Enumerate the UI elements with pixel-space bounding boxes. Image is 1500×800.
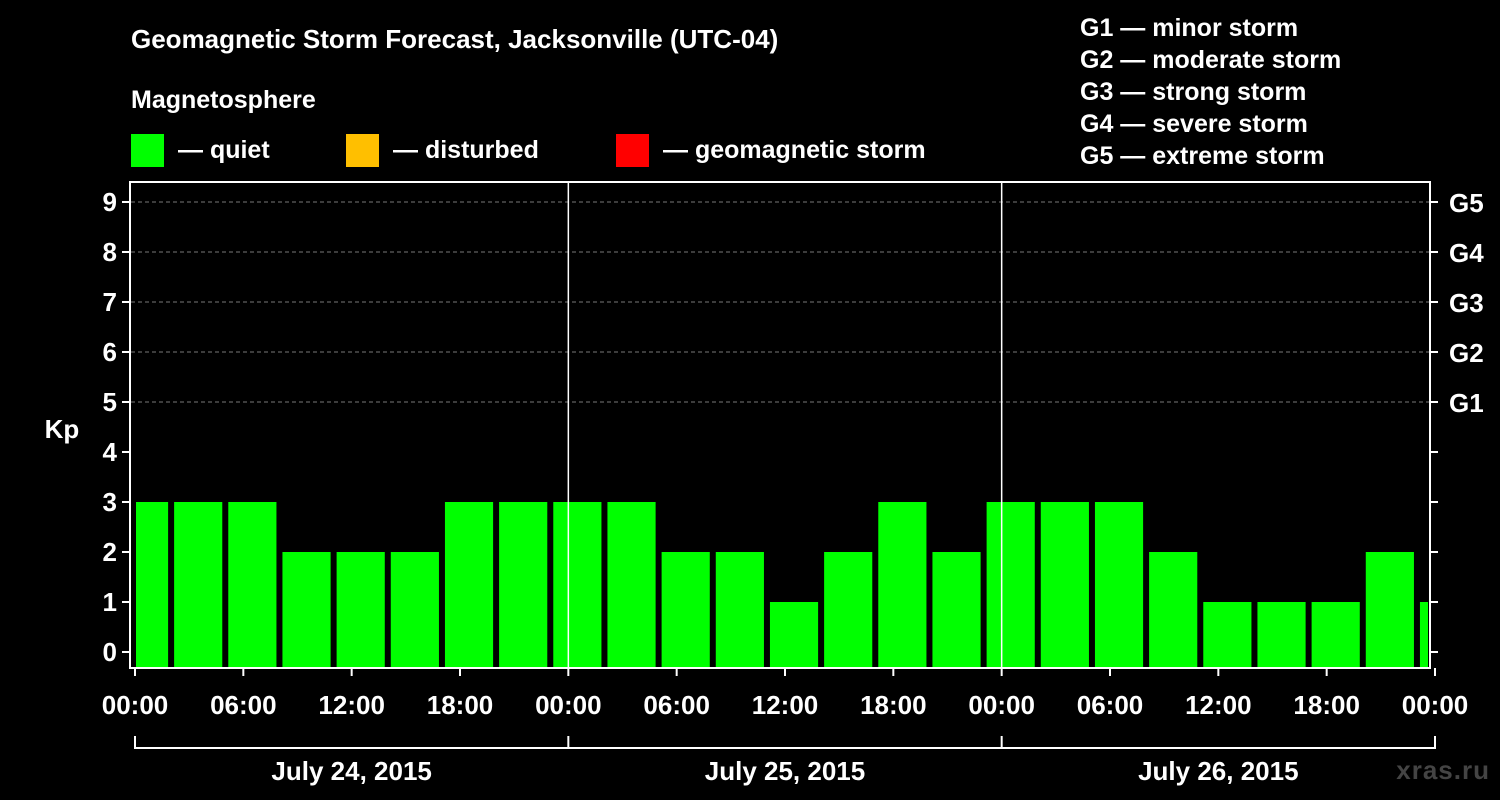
ytick-label-8: 8 (103, 237, 117, 267)
kp-bar-6 (444, 502, 494, 667)
kp-bar-21 (1257, 602, 1306, 667)
xtick-label-5: 06:00 (643, 690, 710, 720)
kp-bar-13 (824, 552, 873, 667)
xtick-label-12: 00:00 (1402, 690, 1469, 720)
site-credit: xras.ru (1396, 755, 1490, 785)
legend-quiet-swatch (131, 133, 164, 167)
kp-bar-15 (932, 552, 981, 667)
ytick-label-7: 7 (103, 287, 117, 317)
kp-bar-10 (661, 552, 710, 667)
kp-bar-7 (499, 502, 548, 667)
legend-storm-label: — geomagnetic storm (663, 135, 926, 164)
kp-bar-17 (1040, 502, 1089, 667)
storm-scale-legend: G1 — minor storm G2 — moderate storm G3 … (1080, 12, 1341, 172)
storm-scale-g1: G1 — minor storm (1080, 14, 1299, 42)
kp-bar-24 (1419, 602, 1428, 667)
ytick-label-4: 4 (103, 437, 118, 467)
legend-disturbed-swatch (346, 133, 379, 167)
right-tick-label-g2: G2 (1449, 338, 1484, 368)
legend-storm: — geomagnetic storm (616, 133, 926, 167)
kp-bar-5 (390, 552, 439, 667)
y-axis-label: Kp (45, 414, 80, 444)
kp-bar-1 (174, 502, 223, 667)
kp-bar-20 (1203, 602, 1252, 667)
kp-bar-0 (136, 502, 169, 667)
ytick-label-9: 9 (103, 187, 117, 217)
ytick-label-5: 5 (103, 387, 117, 417)
kp-bar-14 (878, 502, 927, 667)
kp-bar-8 (553, 502, 602, 667)
storm-scale-g2: G2 — moderate storm (1080, 46, 1342, 74)
kp-bar-22 (1311, 602, 1360, 667)
kp-bar-12 (769, 602, 819, 667)
kp-bar-19 (1149, 552, 1198, 667)
kp-bar-4 (336, 552, 385, 667)
day-label-0: July 24, 2015 (271, 756, 431, 786)
right-tick-label-g5: G5 (1449, 188, 1484, 218)
right-tick-label-g4: G4 (1449, 238, 1484, 268)
ytick-label-6: 6 (103, 337, 117, 367)
xtick-label-11: 18:00 (1293, 690, 1360, 720)
right-tick-label-g1: G1 (1449, 388, 1484, 418)
kp-bar-3 (282, 552, 331, 667)
kp-bar-2 (228, 502, 277, 667)
xtick-label-8: 00:00 (968, 690, 1035, 720)
legend-quiet: — quiet (131, 133, 270, 167)
storm-scale-g4: G4 — severe storm (1080, 110, 1308, 138)
chart-subtitle: Magnetosphere (131, 86, 316, 114)
plot-frame (129, 181, 1431, 669)
xtick-label-7: 18:00 (860, 690, 927, 720)
xtick-label-2: 12:00 (318, 690, 385, 720)
ytick-label-0: 0 (103, 637, 117, 667)
kp-bar-18 (1094, 502, 1144, 667)
xtick-label-9: 06:00 (1077, 690, 1144, 720)
storm-scale-g5: G5 — extreme storm (1080, 142, 1325, 170)
kp-bar-11 (715, 552, 764, 667)
legend-storm-swatch (616, 133, 649, 167)
legend-disturbed: — disturbed (346, 133, 539, 167)
ytick-label-3: 3 (103, 487, 117, 517)
ytick-label-2: 2 (103, 537, 117, 567)
xtick-label-4: 00:00 (535, 690, 602, 720)
legend-quiet-label: — quiet (178, 135, 270, 164)
ytick-label-1: 1 (103, 587, 117, 617)
kp-bar-16 (986, 502, 1035, 667)
right-tick-label-g3: G3 (1449, 288, 1484, 318)
xtick-label-6: 12:00 (752, 690, 819, 720)
legend-disturbed-label: — disturbed (393, 135, 539, 164)
storm-scale-g3: G3 — strong storm (1080, 78, 1307, 106)
xtick-label-1: 06:00 (210, 690, 277, 720)
day-label-2: July 26, 2015 (1138, 756, 1298, 786)
kp-bar-23 (1365, 552, 1414, 667)
day-label-1: July 25, 2015 (705, 756, 865, 786)
chart-title: Geomagnetic Storm Forecast, Jacksonville… (131, 24, 779, 54)
xtick-label-3: 18:00 (427, 690, 494, 720)
xtick-label-10: 12:00 (1185, 690, 1252, 720)
kp-bar-9 (607, 502, 656, 667)
xtick-label-0: 00:00 (102, 690, 169, 720)
